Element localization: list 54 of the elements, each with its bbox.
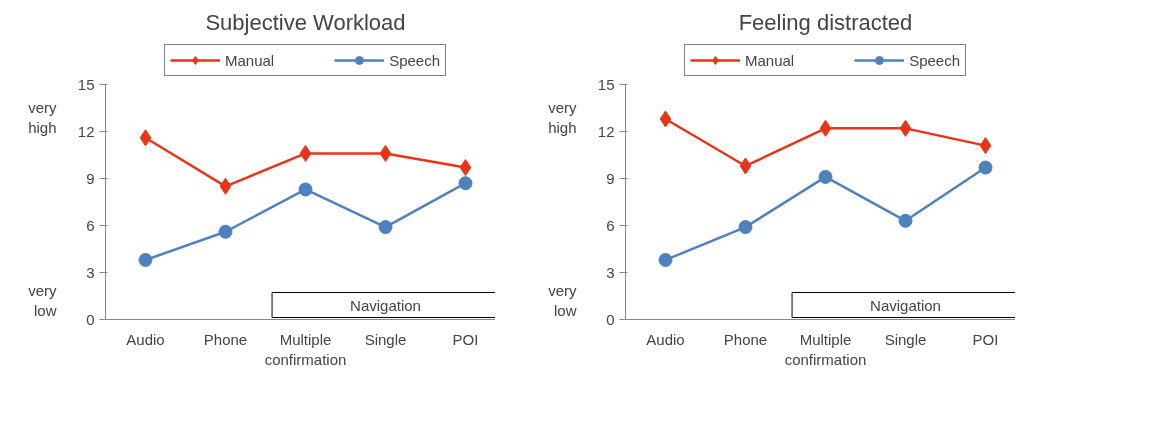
point [978,160,993,175]
annotation: Navigation [870,296,941,314]
point [299,144,312,162]
point [738,220,753,235]
point [979,137,992,155]
legend-label: Manual [224,51,275,69]
point [819,119,832,137]
y-tick-label: 0 [606,310,615,328]
y-tick-label: 6 [86,216,95,234]
point [739,157,752,175]
y-tick-label: 15 [77,75,95,93]
point [218,224,233,239]
legend-label: Speech [389,51,441,69]
y-tick-label: 15 [597,75,615,93]
y-tick-label: 0 [86,310,95,328]
point [458,176,473,191]
point [379,144,392,162]
y-tick-label: 6 [606,216,615,234]
point [659,110,672,128]
point [298,182,313,197]
y-tick-label: 12 [77,122,95,140]
point [459,159,472,177]
text: very low [28,282,57,320]
x-tick-label: Multiple confirmation [264,330,347,368]
x-tick-label: Phone [723,330,768,348]
text: very high [548,98,577,137]
y-tick-label: 12 [597,122,615,140]
chart-title: Subjective Workload [205,9,406,35]
legend-label: Manual [744,51,795,69]
legend-label: Speech [909,51,961,69]
x-tick-label: POI [972,330,999,348]
text: very low [548,282,577,320]
x-tick-label: Single [884,330,927,348]
x-tick-label: Audio [126,330,165,348]
point [219,177,232,195]
y-tick-label: 3 [606,263,615,281]
text: very high [28,98,57,137]
x-tick-label: POI [452,330,479,348]
x-tick-label: Single [364,330,407,348]
x-tick-label: Audio [646,330,685,348]
y-tick-label: 9 [606,169,615,187]
point [899,119,912,137]
x-tick-label: Multiple confirmation [784,330,867,368]
x-tick-label: Phone [203,330,248,348]
chart-title: Feeling distracted [738,9,913,35]
point [139,129,152,147]
y-tick-label: 3 [86,263,95,281]
point [138,252,153,267]
point [658,252,673,267]
point [378,220,393,235]
point [818,169,833,184]
y-tick-label: 9 [86,169,95,187]
point [898,213,913,228]
annotation: Navigation [350,296,421,314]
